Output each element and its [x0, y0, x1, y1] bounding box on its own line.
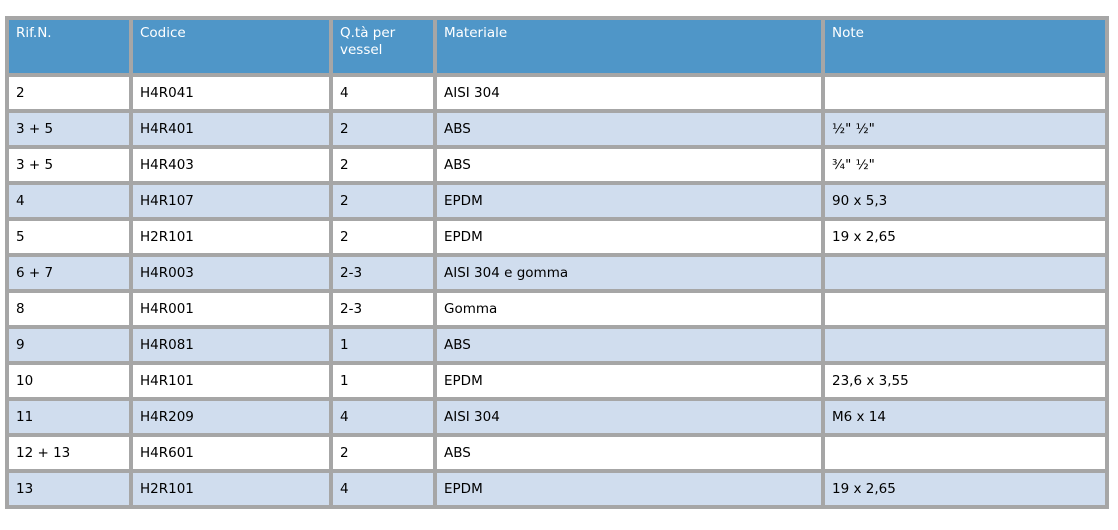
table-cell — [821, 253, 1109, 293]
table-cell: 90 x 5,3 — [821, 181, 1109, 221]
table-cell: 13 — [5, 469, 133, 509]
table-cell: 2 — [329, 145, 437, 185]
table-row: 5 H2R101 2 EPDM 19 x 2,65 — [5, 217, 1109, 257]
table-cell: EPDM — [433, 217, 825, 257]
table-cell: H4R041 — [129, 73, 333, 113]
table-row: 13 H2R101 4 EPDM 19 x 2,65 — [5, 469, 1109, 509]
table-cell: 1 — [329, 361, 437, 401]
table-row: 4 H4R107 2 EPDM 90 x 5,3 — [5, 181, 1109, 221]
table-cell: 9 — [5, 325, 133, 365]
parts-table: Rif.N. Codice Q.tà per vessel Materiale … — [5, 16, 1109, 509]
table-cell: M6 x 14 — [821, 397, 1109, 437]
table-cell: H4R003 — [129, 253, 333, 293]
table-cell: ABS — [433, 145, 825, 185]
table-cell: 4 — [329, 73, 437, 113]
table-cell: H4R209 — [129, 397, 333, 437]
parts-table-body: 2 H4R041 4 AISI 304 3 + 5 H4R401 2 ABS ½" ½" 3 + … — [5, 73, 1109, 509]
table-cell: 2 — [329, 181, 437, 221]
table-cell: 2 — [329, 433, 437, 473]
table-cell: 5 — [5, 217, 133, 257]
table-cell: 23,6 x 3,55 — [821, 361, 1109, 401]
table-cell: 2-3 — [329, 289, 437, 329]
table-row: 10 H4R101 1 EPDM 23,6 x 3,55 — [5, 361, 1109, 401]
table-cell: ABS — [433, 325, 825, 365]
table-cell: ABS — [433, 109, 825, 149]
table-cell: AISI 304 e gomma — [433, 253, 825, 293]
table-row: 12 + 13 H4R601 2 ABS — [5, 433, 1109, 473]
table-cell: 4 — [329, 397, 437, 437]
table-cell: 2-3 — [329, 253, 437, 293]
table-cell: EPDM — [433, 469, 825, 509]
table-cell: EPDM — [433, 181, 825, 221]
table-row: 9 H4R081 1 ABS — [5, 325, 1109, 365]
table-cell: H2R101 — [129, 217, 333, 257]
table-row: 6 + 7 H4R003 2-3 AISI 304 e gomma — [5, 253, 1109, 293]
table-cell: 19 x 2,65 — [821, 217, 1109, 257]
table-cell: AISI 304 — [433, 397, 825, 437]
table-row: 3 + 5 H4R403 2 ABS ¾" ½" — [5, 145, 1109, 185]
table-cell: H4R403 — [129, 145, 333, 185]
table-cell: ½" ½" — [821, 109, 1109, 149]
table-cell: 12 + 13 — [5, 433, 133, 473]
table-cell: 3 + 5 — [5, 109, 133, 149]
table-cell: H4R401 — [129, 109, 333, 149]
table-cell: 4 — [329, 469, 437, 509]
table-cell: H4R101 — [129, 361, 333, 401]
table-cell: H4R107 — [129, 181, 333, 221]
table-cell: 8 — [5, 289, 133, 329]
table-cell: EPDM — [433, 361, 825, 401]
table-cell: 2 — [5, 73, 133, 113]
table-cell — [821, 325, 1109, 365]
table-cell: ABS — [433, 433, 825, 473]
table-cell: 4 — [5, 181, 133, 221]
table-row: 2 H4R041 4 AISI 304 — [5, 73, 1109, 113]
table-row: 8 H4R001 2-3 Gomma — [5, 289, 1109, 329]
table-cell: 10 — [5, 361, 133, 401]
table-cell: Gomma — [433, 289, 825, 329]
table-cell: 3 + 5 — [5, 145, 133, 185]
table-cell — [821, 433, 1109, 473]
table-cell: 19 x 2,65 — [821, 469, 1109, 509]
table-cell — [821, 289, 1109, 329]
table-cell: 6 + 7 — [5, 253, 133, 293]
column-header-rif-n: Rif.N. — [5, 16, 133, 77]
table-header: Rif.N. Codice Q.tà per vessel Materiale … — [5, 16, 1109, 77]
table-cell: H4R081 — [129, 325, 333, 365]
table-cell: 2 — [329, 217, 437, 257]
table-row: 3 + 5 H4R401 2 ABS ½" ½" — [5, 109, 1109, 149]
header-row: Rif.N. Codice Q.tà per vessel Materiale … — [5, 16, 1109, 77]
column-header-qta: Q.tà per vessel — [329, 16, 437, 77]
table-cell: ¾" ½" — [821, 145, 1109, 185]
table-cell: 11 — [5, 397, 133, 437]
column-header-codice: Codice — [129, 16, 333, 77]
table-row: 11 H4R209 4 AISI 304 M6 x 14 — [5, 397, 1109, 437]
column-header-note: Note — [821, 16, 1109, 77]
column-header-materiale: Materiale — [433, 16, 825, 77]
table-cell: 1 — [329, 325, 437, 365]
table-cell: H2R101 — [129, 469, 333, 509]
table-cell: AISI 304 — [433, 73, 825, 113]
table-cell: H4R601 — [129, 433, 333, 473]
table-cell — [821, 73, 1109, 113]
table-cell: 2 — [329, 109, 437, 149]
table-cell: H4R001 — [129, 289, 333, 329]
